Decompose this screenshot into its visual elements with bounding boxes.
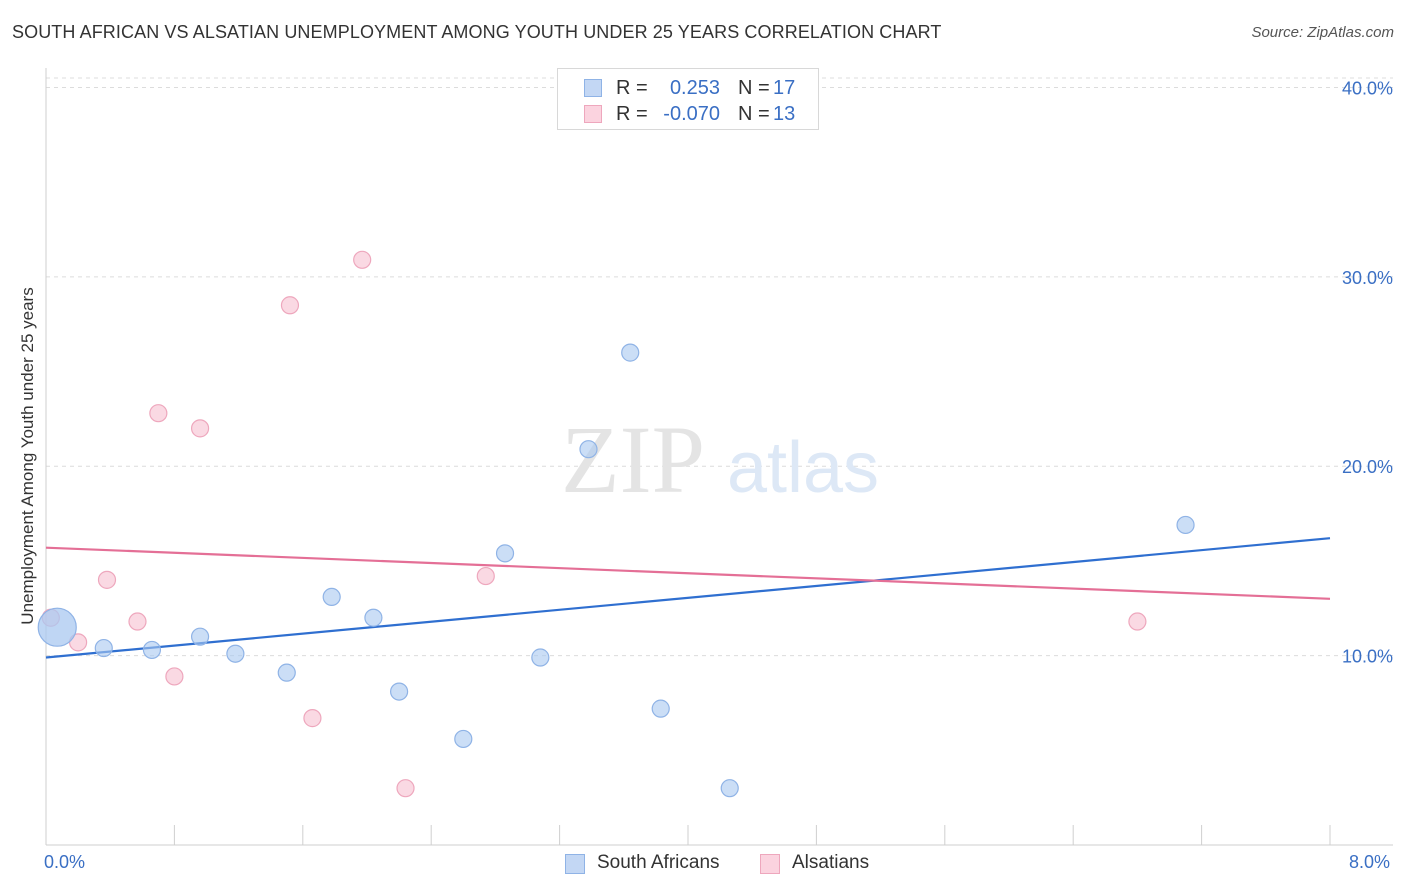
point-alsatians-11	[476, 566, 495, 586]
legend-swatch-south-africans	[565, 854, 585, 874]
point-south-africans-7	[364, 608, 383, 627]
point-south-africans-15	[720, 779, 739, 798]
point-alsatians-6	[190, 419, 210, 438]
point-alsatians-10	[396, 779, 415, 798]
point-alsatians-4	[149, 404, 168, 423]
legend-n-label: N =	[738, 77, 770, 99]
y-axis-label: Unemployment Among Youth under 25 years	[18, 287, 37, 625]
legend-n-value-south-africans: 17	[773, 77, 796, 99]
watermark: ZIP atlas	[561, 406, 879, 513]
point-alsatians-8	[303, 709, 322, 728]
legend-row-alsatians: R = -0.070 N = 13	[558, 101, 818, 127]
point-south-africans-4	[226, 644, 245, 663]
y-tick-label-40: 40.0%	[1342, 78, 1393, 98]
y-tick-label-30: 30.0%	[1342, 268, 1393, 288]
watermark-zip: ZIP	[561, 406, 705, 513]
legend-n-value-alsatians: 13	[773, 103, 796, 125]
point-south-africans-1	[94, 638, 113, 658]
point-alsatians-5	[165, 667, 184, 686]
legend-r-label: R =	[616, 77, 648, 99]
point-south-africans-14	[651, 699, 670, 718]
legend-swatch-south-africans	[584, 79, 602, 97]
point-south-africans-11	[531, 648, 550, 667]
point-south-africans-16	[1176, 515, 1195, 535]
x-tick-label-min: 0.0%	[44, 852, 86, 872]
correlation-legend: R = 0.253 N = 17 R = -0.070 N = 13	[557, 68, 819, 130]
point-alsatians-3	[128, 612, 147, 631]
chart-title: SOUTH AFRICAN VS ALSATIAN UNEMPLOYMENT A…	[12, 22, 942, 42]
legend-r-value-south-africans: 0.253	[669, 77, 720, 99]
y-tick-label-20: 20.0%	[1342, 457, 1393, 477]
x-tick-label-max: 8.0%	[1349, 852, 1391, 872]
point-south-africans-10	[495, 544, 515, 563]
chart-source: Source: ZipAtlas.com	[1251, 24, 1394, 41]
point-south-africans-3	[190, 627, 210, 646]
legend-r-label: R =	[616, 103, 648, 125]
trend-line-south-africans	[45, 537, 1331, 659]
point-alsatians-7	[280, 296, 300, 315]
legend-r-value-alsatians: -0.070	[663, 103, 720, 125]
legend-swatch-alsatians	[760, 854, 780, 874]
series-legend: South Africans Alsatians	[0, 852, 1406, 878]
point-alsatians-2	[97, 570, 117, 589]
point-south-africans-9	[454, 729, 473, 749]
y-tick-label-10: 10.0%	[1342, 647, 1393, 667]
legend-label-alsatians: Alsatians	[792, 852, 870, 873]
trend-lines	[45, 537, 1331, 659]
grid-lines	[46, 77, 1393, 657]
legend-row-south-africans: R = 0.253 N = 17	[558, 75, 818, 101]
legend-swatch-alsatians	[584, 105, 602, 123]
point-alsatians-12	[1128, 612, 1147, 631]
legend-n-label: N =	[738, 103, 770, 125]
legend-label-south-africans: South Africans	[597, 852, 720, 873]
watermark-atlas: atlas	[727, 428, 879, 508]
point-south-africans-8	[390, 682, 409, 701]
point-south-africans-5	[277, 663, 296, 682]
axes	[45, 68, 1393, 846]
point-south-africans-12	[579, 440, 598, 459]
data-points	[37, 250, 1195, 798]
y-tick-labels: 10.0% 20.0% 30.0% 40.0%	[1342, 78, 1393, 666]
trend-line-alsatians	[45, 546, 1331, 600]
point-south-africans-0	[37, 607, 77, 647]
point-alsatians-9	[353, 250, 372, 269]
point-south-africans-6	[322, 587, 341, 607]
point-south-africans-13	[621, 343, 640, 362]
point-south-africans-2	[142, 640, 162, 660]
